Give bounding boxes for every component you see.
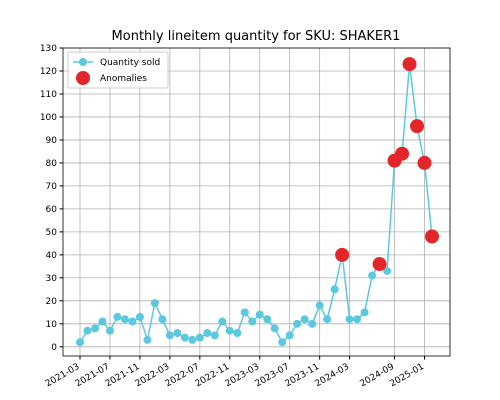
- point: [158, 315, 167, 324]
- plot-frame: [62, 47, 451, 357]
- y-tick-label: 110: [40, 90, 57, 100]
- point: [195, 333, 204, 342]
- legend-box: [67, 51, 169, 89]
- point: [278, 338, 287, 347]
- point: [300, 315, 309, 324]
- chart-title: Monthly lineitem quantity for SKU: SHAKE…: [112, 29, 401, 44]
- point: [368, 271, 377, 280]
- anomaly-point: [402, 57, 417, 72]
- anomaly-point: [395, 146, 410, 161]
- point: [263, 315, 272, 324]
- y-tick-label: 10: [46, 320, 58, 330]
- point: [248, 317, 257, 326]
- point: [360, 308, 369, 317]
- y-tick-label: 40: [46, 251, 58, 261]
- legend-label: Anomalies: [100, 74, 147, 84]
- point: [225, 326, 234, 335]
- point: [353, 315, 362, 324]
- point: [173, 329, 182, 338]
- anomaly-point: [372, 257, 387, 272]
- y-tick-label: 90: [46, 136, 58, 146]
- point: [180, 333, 189, 342]
- anomaly-point: [335, 247, 350, 262]
- legend-marker: [76, 71, 90, 85]
- y-tick-label: 80: [46, 159, 58, 169]
- point: [255, 310, 264, 319]
- point: [98, 317, 107, 326]
- point: [188, 335, 197, 344]
- point: [203, 329, 212, 338]
- point: [83, 326, 92, 335]
- anomaly-point: [410, 119, 425, 134]
- y-tick-label: 0: [51, 343, 57, 353]
- y-tick-label: 30: [46, 274, 58, 284]
- point: [128, 317, 137, 326]
- point: [323, 315, 332, 324]
- point: [330, 285, 339, 294]
- y-tick-label: 60: [46, 205, 58, 215]
- y-tick-label: 130: [40, 44, 57, 54]
- point: [345, 315, 354, 324]
- point: [113, 312, 122, 321]
- point: [135, 312, 144, 321]
- point: [210, 331, 219, 340]
- point: [293, 319, 302, 328]
- anomaly-point: [425, 229, 439, 244]
- y-tick-label: 120: [40, 67, 57, 77]
- y-tick-label: 100: [40, 113, 57, 123]
- point: [120, 315, 129, 324]
- point: [285, 331, 294, 340]
- point: [315, 301, 324, 310]
- point: [165, 331, 174, 340]
- point: [143, 335, 152, 344]
- y-tick-label: 50: [46, 228, 58, 238]
- point: [105, 326, 114, 335]
- point: [90, 324, 99, 333]
- point: [240, 308, 249, 317]
- point: [218, 317, 227, 326]
- y-tick-label: 20: [46, 297, 58, 307]
- legend-label: Quantity sold: [100, 58, 160, 68]
- legend-marker: [79, 58, 87, 66]
- point: [233, 329, 242, 338]
- point: [270, 324, 279, 333]
- point: [383, 266, 392, 275]
- point: [76, 338, 84, 347]
- point: [308, 319, 317, 328]
- y-tick-label: 70: [46, 182, 58, 192]
- anomaly-point: [417, 155, 432, 170]
- point: [150, 299, 159, 308]
